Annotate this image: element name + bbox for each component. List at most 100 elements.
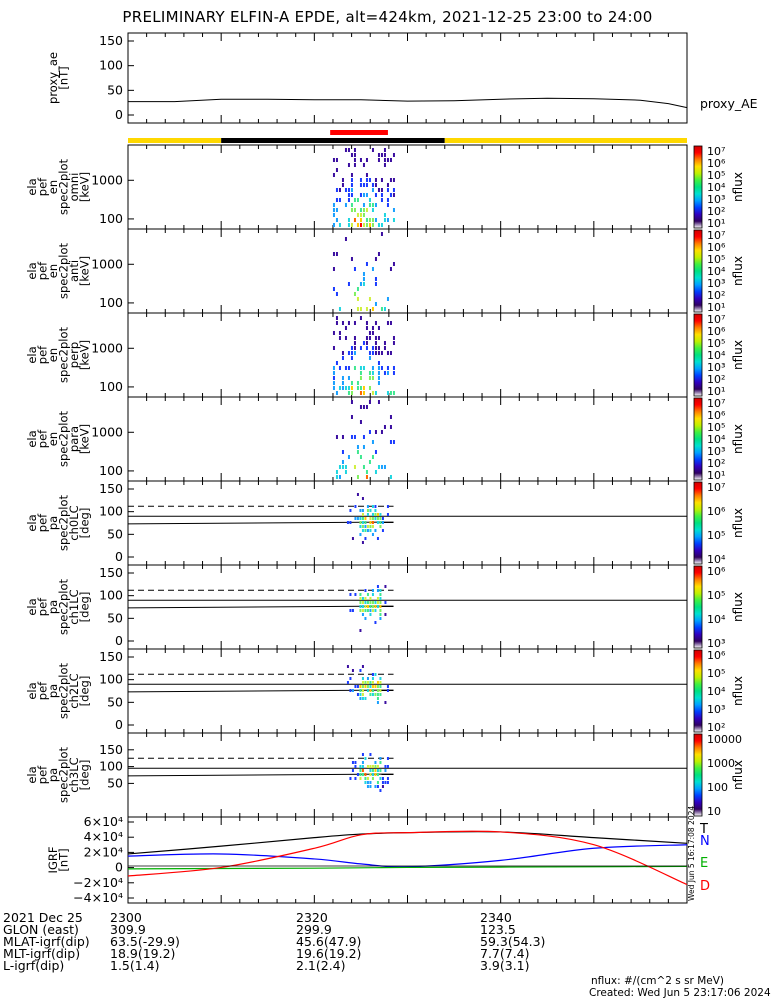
pitch-angle-cell xyxy=(369,517,372,520)
y-axis-label-line: en xyxy=(46,432,60,446)
spectrogram-cell xyxy=(335,316,338,320)
spectrogram-cell xyxy=(350,391,353,395)
pitch-angle-cell xyxy=(379,613,382,616)
spectrogram-cell xyxy=(359,371,362,375)
spectrogram-cell xyxy=(392,262,395,266)
spectrogram-cell xyxy=(350,386,353,390)
y-tick-label: 0 xyxy=(115,860,123,875)
y-axis-label-line: proxy_ae xyxy=(46,52,60,104)
y-axis-label-line: [nT] xyxy=(56,848,70,871)
spectrogram-cell xyxy=(344,237,347,241)
y-axis-label-line: [keV] xyxy=(77,424,91,454)
pitch-angle-cell xyxy=(366,505,369,508)
y-axis-label-line: pa xyxy=(46,768,60,782)
pitch-angle-cell xyxy=(374,605,377,608)
spectrogram-cell xyxy=(341,183,344,187)
pitch-angle-cell xyxy=(359,593,362,596)
pitch-angle-cell xyxy=(379,681,382,684)
footer-value: 2320 xyxy=(296,910,328,925)
pitch-angle-cell xyxy=(376,601,379,604)
pitch-angle-cell xyxy=(361,497,364,500)
spectrogram-cell xyxy=(386,371,389,375)
pitch-angle-cell xyxy=(381,777,384,780)
igrf-series-E xyxy=(127,865,688,870)
pitch-angle-cell xyxy=(371,525,374,528)
spectrogram-cell xyxy=(371,218,374,222)
spectrogram-cell xyxy=(338,307,341,311)
pitch-angle-cell xyxy=(376,589,379,592)
colorbar-tick-label: 10² xyxy=(707,205,725,218)
pitch-angle-cell xyxy=(361,685,364,688)
spectrogram-cell xyxy=(356,386,359,390)
spectrogram-cell xyxy=(350,257,353,261)
spectrogram-cell xyxy=(347,198,350,202)
y-axis-label-line: pef xyxy=(35,513,49,532)
spectrogram-cell xyxy=(341,356,344,360)
spectrogram-cell xyxy=(374,203,377,207)
spectrogram-cell xyxy=(362,391,365,395)
spectrogram-cell xyxy=(353,341,356,345)
spectrogram-cell xyxy=(392,178,395,182)
spectrogram-cell xyxy=(353,163,356,167)
pitch-angle-cell xyxy=(369,597,372,600)
spectrogram-cell xyxy=(374,470,377,474)
pitch-angle-cell xyxy=(356,517,359,520)
vertical-timestamp: Wed Jun 5 16:17:08 2024 xyxy=(687,806,696,901)
footer-row-label: 2021 Dec 25 xyxy=(3,910,83,925)
colorbar-tick-label: 10³ xyxy=(707,445,725,458)
y-axis-label-line: pef xyxy=(35,261,49,280)
spectrogram-cell xyxy=(377,366,380,370)
spectrogram-cell xyxy=(362,277,365,281)
spectrogram-cell xyxy=(380,188,383,192)
pitch-angle-cell xyxy=(351,537,354,540)
pitch-angle-cell xyxy=(359,769,362,772)
spectrogram-cell xyxy=(377,326,380,330)
spectrogram-cell xyxy=(365,405,368,409)
spectrogram-cell xyxy=(347,455,350,459)
spectrogram-cell xyxy=(368,178,371,182)
spectrogram-cell xyxy=(353,153,356,157)
pitch-angle-cell xyxy=(366,593,369,596)
spectrogram-cell xyxy=(392,188,395,192)
pitch-angle-cell xyxy=(376,697,379,700)
spectrogram-cell xyxy=(347,376,350,380)
spectrogram-cell xyxy=(350,346,353,350)
colorbar-tick-label: 10⁴ xyxy=(707,613,726,626)
pitch-angle-cell xyxy=(366,529,369,532)
colorbar-tick-label: 10² xyxy=(707,721,725,734)
spectrogram-cell xyxy=(362,193,365,197)
colorbar-tick-label: 10⁵ xyxy=(707,169,725,182)
pitch-angle-cell xyxy=(379,517,382,520)
pitch-angle-cell xyxy=(386,513,389,516)
spectrogram-cell xyxy=(362,223,365,227)
colorbar-tick-label: 1000 xyxy=(707,757,735,770)
pitch-angle-cell xyxy=(369,529,372,532)
pitch-angle-cell xyxy=(369,613,372,616)
y-axis-label-line: ch2LC xyxy=(67,673,81,708)
pitch-angle-cell xyxy=(366,609,369,612)
spectrogram-cell xyxy=(347,193,350,197)
spectrogram-cell xyxy=(374,321,377,325)
colorbar xyxy=(693,733,703,817)
pitch-angle-cell xyxy=(379,597,382,600)
pitch-angle-cell xyxy=(351,689,354,692)
spectrogram-cell xyxy=(386,198,389,202)
pitch-angle-cell xyxy=(376,685,379,688)
y-axis-label-line: ela xyxy=(25,178,39,195)
spectrogram-cell xyxy=(389,440,392,444)
pitch-angle-cell xyxy=(386,689,389,692)
spectrogram-cell xyxy=(371,376,374,380)
spectrogram-cell xyxy=(383,163,386,167)
pitch-angle-cell xyxy=(366,605,369,608)
colorbar-tick-label: 10³ xyxy=(707,193,725,206)
colorbar-tick-label: 10³ xyxy=(707,277,725,290)
footer-value: 18.9(19.2) xyxy=(110,946,176,961)
spectrogram-cell xyxy=(371,455,374,459)
pitch-angle-cell xyxy=(369,689,372,692)
spectrogram-cell xyxy=(359,178,362,182)
pitch-angle-cell xyxy=(361,753,364,756)
footer-value: 2340 xyxy=(480,910,512,925)
pitch-angle-cell xyxy=(361,697,364,700)
